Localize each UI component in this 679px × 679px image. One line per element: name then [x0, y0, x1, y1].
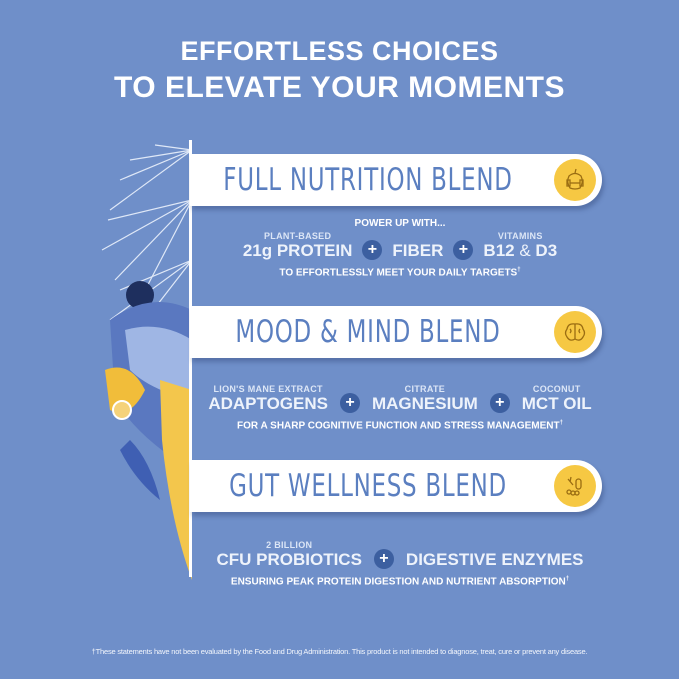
tagline-text: FOR A SHARP COGNITIVE FUNCTION AND STRES… [237, 420, 560, 432]
headline-line-2: TO ELEVATE YOUR MOMENTS [114, 71, 565, 104]
dagger-mark: † [565, 576, 570, 582]
tagline-text: TO EFFORTLESSLY MEET YOUR DAILY TARGETS [279, 267, 518, 279]
ingredient-main: 21g PROTEIN [242, 241, 353, 260]
ampersand: & [519, 241, 531, 260]
kicker-text: POWER UP WITH... [354, 218, 446, 229]
blend-header-gut-wellness: GUT WELLNESS BLEND [190, 460, 602, 512]
blend-details-full-nutrition: POWER UP WITH... PLANT-BASED 21g PROTEIN … [195, 218, 605, 278]
headline: EFFORTLESS CHOICES TO ELEVATE YOUR MOMEN… [0, 34, 679, 108]
dagger-mark: † [559, 420, 563, 426]
blend-details-gut-wellness: 2 BILLION CFU PROBIOTICS + DIGESTIVE ENZY… [195, 538, 605, 587]
ingredient-main: MAGNESIUM [371, 394, 478, 413]
ingredient-main: CFU PROBIOTICS [216, 550, 362, 569]
blend-title: GUT WELLNESS BLEND [229, 468, 507, 504]
ingredient-fiber: FIBER [392, 241, 443, 261]
ingredient-sub: 2 BILLION [266, 540, 313, 550]
ingredient-sub: LION'S MANE EXTRACT [213, 384, 323, 394]
ingredient-main: MCT OIL [521, 394, 592, 413]
ingredient-main: ADAPTOGENS [208, 394, 328, 413]
ingredient-enzymes: DIGESTIVE ENZYMES [406, 550, 584, 570]
ingredient-adaptogens: LION'S MANE EXTRACT ADAPTOGENS [208, 384, 328, 414]
blend-header-full-nutrition: FULL NUTRITION BLEND [190, 154, 602, 206]
blend-title: FULL NUTRITION BLEND [223, 162, 513, 198]
bird-illustration [101, 144, 192, 580]
headline-line-1: EFFORTLESS CHOICES [180, 36, 499, 66]
blend-title: MOOD & MIND BLEND [235, 314, 501, 350]
fda-disclaimer: †These statements have not been evaluate… [91, 647, 588, 656]
tagline: FOR A SHARP COGNITIVE FUNCTION AND STRES… [195, 420, 605, 431]
dagger-mark: † [517, 267, 521, 273]
tagline: TO EFFORTLESSLY MEET YOUR DAILY TARGETS† [195, 267, 605, 278]
divider-line [189, 140, 192, 577]
ingredient-sub: VITAMINS [497, 231, 543, 241]
ingredient-mct-oil: COCONUT MCT OIL [522, 384, 592, 414]
plus-icon: + [339, 393, 360, 413]
ingredient-protein: PLANT-BASED 21g PROTEIN [243, 231, 353, 261]
probiotic-bacteria-icon [554, 465, 596, 507]
ingredient-sub: PLANT-BASED [263, 231, 332, 241]
ingredient-probiotics: 2 BILLION CFU PROBIOTICS [216, 540, 361, 570]
plus-icon: + [453, 240, 474, 260]
vitamin-b12: B12 [483, 241, 515, 260]
vitamin-d3: D3 [535, 241, 558, 260]
blend-header-mood-mind: MOOD & MIND BLEND [190, 306, 602, 358]
tagline: ENSURING PEAK PROTEIN DIGESTION AND NUTR… [195, 576, 605, 587]
ingredient-sub: CITRATE [404, 384, 446, 394]
ingredient-sub: COCONUT [532, 384, 581, 394]
brain-icon [554, 311, 596, 353]
ingredient-vitamins: VITAMINS B12 & D3 [483, 231, 557, 261]
plus-icon: + [373, 549, 394, 569]
ingredient-main: FIBER [392, 241, 444, 260]
ingredient-main: B12 & D3 [483, 241, 557, 261]
ingredient-magnesium: CITRATE MAGNESIUM [372, 384, 478, 414]
apple-dumbbell-icon [554, 159, 596, 201]
plus-icon: + [362, 240, 383, 260]
tagline-text: ENSURING PEAK PROTEIN DIGESTION AND NUTR… [230, 576, 566, 588]
ingredient-main: DIGESTIVE ENZYMES [405, 550, 584, 569]
blend-details-mood-mind: LION'S MANE EXTRACT ADAPTOGENS + CITRATE M… [195, 382, 605, 431]
plus-icon: + [489, 393, 510, 413]
